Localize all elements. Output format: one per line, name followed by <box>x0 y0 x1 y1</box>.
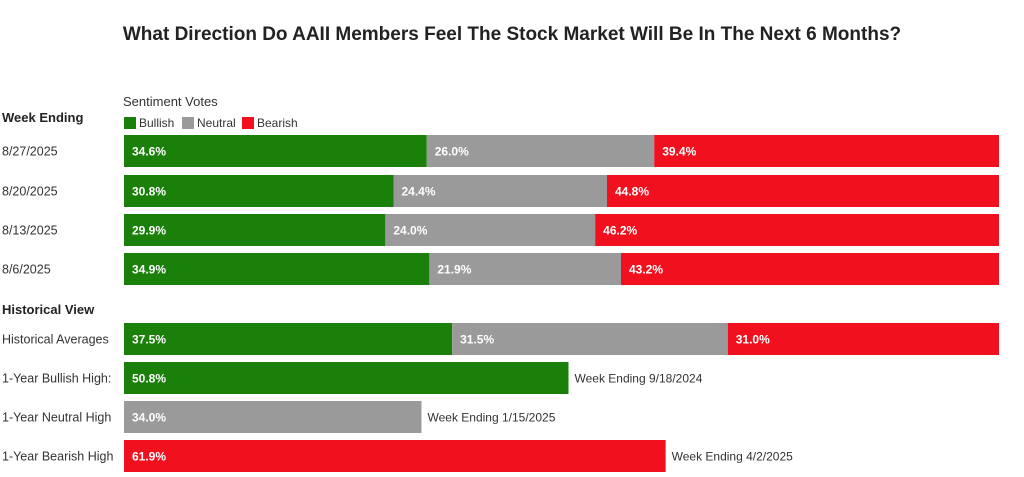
data-label: 31.5% <box>460 333 494 347</box>
data-label: 37.5% <box>132 333 166 347</box>
chart-title: What Direction Do AAII Members Feel The … <box>123 24 901 45</box>
legend-swatch-neutral <box>182 117 194 129</box>
bar-note: Week Ending 9/18/2024 <box>575 372 703 386</box>
bar-bullish <box>124 253 430 285</box>
section-heading: Week Ending <box>2 110 83 125</box>
bar-bullish <box>124 135 427 167</box>
data-label: 31.0% <box>736 333 770 347</box>
bar-bearish <box>595 214 999 246</box>
data-label: 21.9% <box>437 263 471 277</box>
row-label: 1-Year Neutral High <box>2 411 111 425</box>
legend-label-bullish: Bullish <box>139 116 174 130</box>
bar-bearish <box>621 253 999 285</box>
row-label: 8/20/2025 <box>2 185 58 199</box>
data-label: 43.2% <box>629 263 663 277</box>
data-label: 34.0% <box>132 411 166 425</box>
bar-neutral <box>426 135 655 167</box>
bar-bearish <box>654 135 999 167</box>
data-label: 26.0% <box>435 145 469 159</box>
bar-bullish-high <box>124 362 569 394</box>
data-label: 30.8% <box>132 185 166 199</box>
data-label: 44.8% <box>615 185 649 199</box>
data-label: 34.9% <box>132 263 166 277</box>
bar-neutral <box>452 323 728 355</box>
data-label: 34.6% <box>132 145 166 159</box>
row-label: 8/13/2025 <box>2 224 58 238</box>
data-label: 46.2% <box>603 224 637 238</box>
bar-note: Week Ending 1/15/2025 <box>428 411 556 425</box>
row-label: 8/27/2025 <box>2 145 58 159</box>
bar-neutral-high <box>124 401 422 433</box>
bar-neutral <box>429 253 621 285</box>
bar-neutral <box>393 175 607 207</box>
data-label: 61.9% <box>132 450 166 464</box>
bar-bullish <box>124 214 386 246</box>
legend-title: Sentiment Votes <box>123 94 218 109</box>
row-label: Historical Averages <box>2 333 109 347</box>
data-label: 29.9% <box>132 224 166 238</box>
bar-neutral <box>385 214 596 246</box>
data-label: 24.0% <box>393 224 427 238</box>
legend-swatch-bearish <box>242 117 254 129</box>
bar-bearish-high <box>124 440 666 472</box>
data-label: 24.4% <box>402 185 436 199</box>
row-label: 1-Year Bearish High <box>2 450 113 464</box>
legend-label-neutral: Neutral <box>197 116 236 130</box>
row-label: 1-Year Bullish High: <box>2 372 111 386</box>
section-heading: Historical View <box>2 302 95 317</box>
bar-note: Week Ending 4/2/2025 <box>672 450 794 464</box>
data-label: 50.8% <box>132 372 166 386</box>
bar-bearish <box>607 175 999 207</box>
row-label: 8/6/2025 <box>2 263 51 277</box>
legend-label-bearish: Bearish <box>257 116 298 130</box>
bar-bearish <box>727 323 999 355</box>
bar-bullish <box>124 323 453 355</box>
bar-bullish <box>124 175 394 207</box>
data-label: 39.4% <box>662 145 696 159</box>
legend-swatch-bullish <box>124 117 136 129</box>
